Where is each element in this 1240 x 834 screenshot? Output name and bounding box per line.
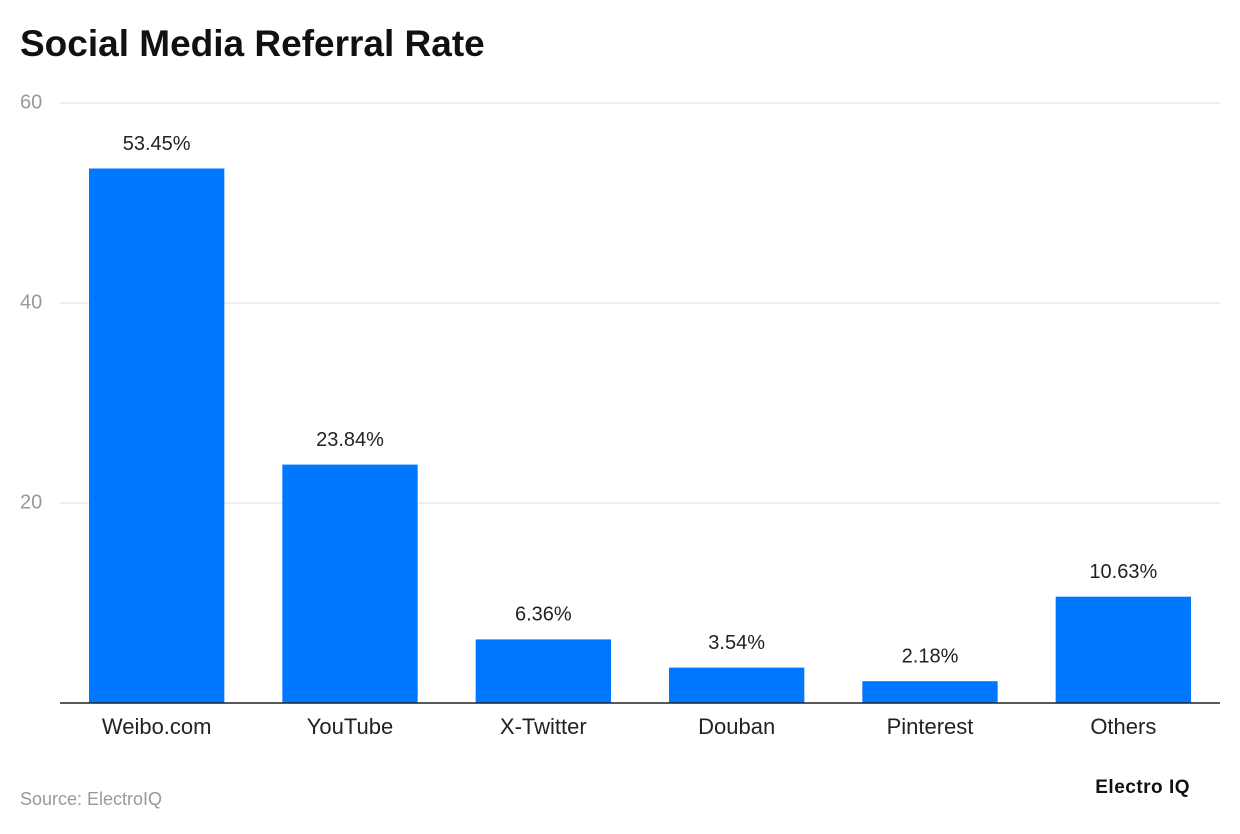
x-tick-label: Douban [698,714,775,739]
bar [862,681,998,703]
chart-title: Social Media Referral Rate [20,23,485,64]
y-tick-label: 20 [20,491,42,513]
source: Source: ElectroIQ [20,789,162,809]
bar [669,667,805,703]
value-label: 6.36% [515,604,572,626]
bar [475,639,611,703]
bar [1055,596,1191,703]
x-tick-label: YouTube [307,714,393,739]
x-tick-label: Others [1090,714,1156,739]
brand-logo: Electro IQ [1095,777,1190,798]
x-tick-label: Weibo.com [102,714,212,739]
bar [89,168,225,703]
x-tick-label: X-Twitter [500,714,587,739]
y-tick-label: 40 [20,291,42,313]
y-tick-label: 60 [20,91,42,113]
value-label: 23.84% [316,429,384,451]
value-label: 3.54% [708,632,765,654]
value-label: 2.18% [902,645,959,667]
bar [282,464,418,703]
value-label: 53.45% [123,133,191,155]
x-tick-label: Pinterest [887,714,974,739]
value-label: 10.63% [1089,561,1157,583]
